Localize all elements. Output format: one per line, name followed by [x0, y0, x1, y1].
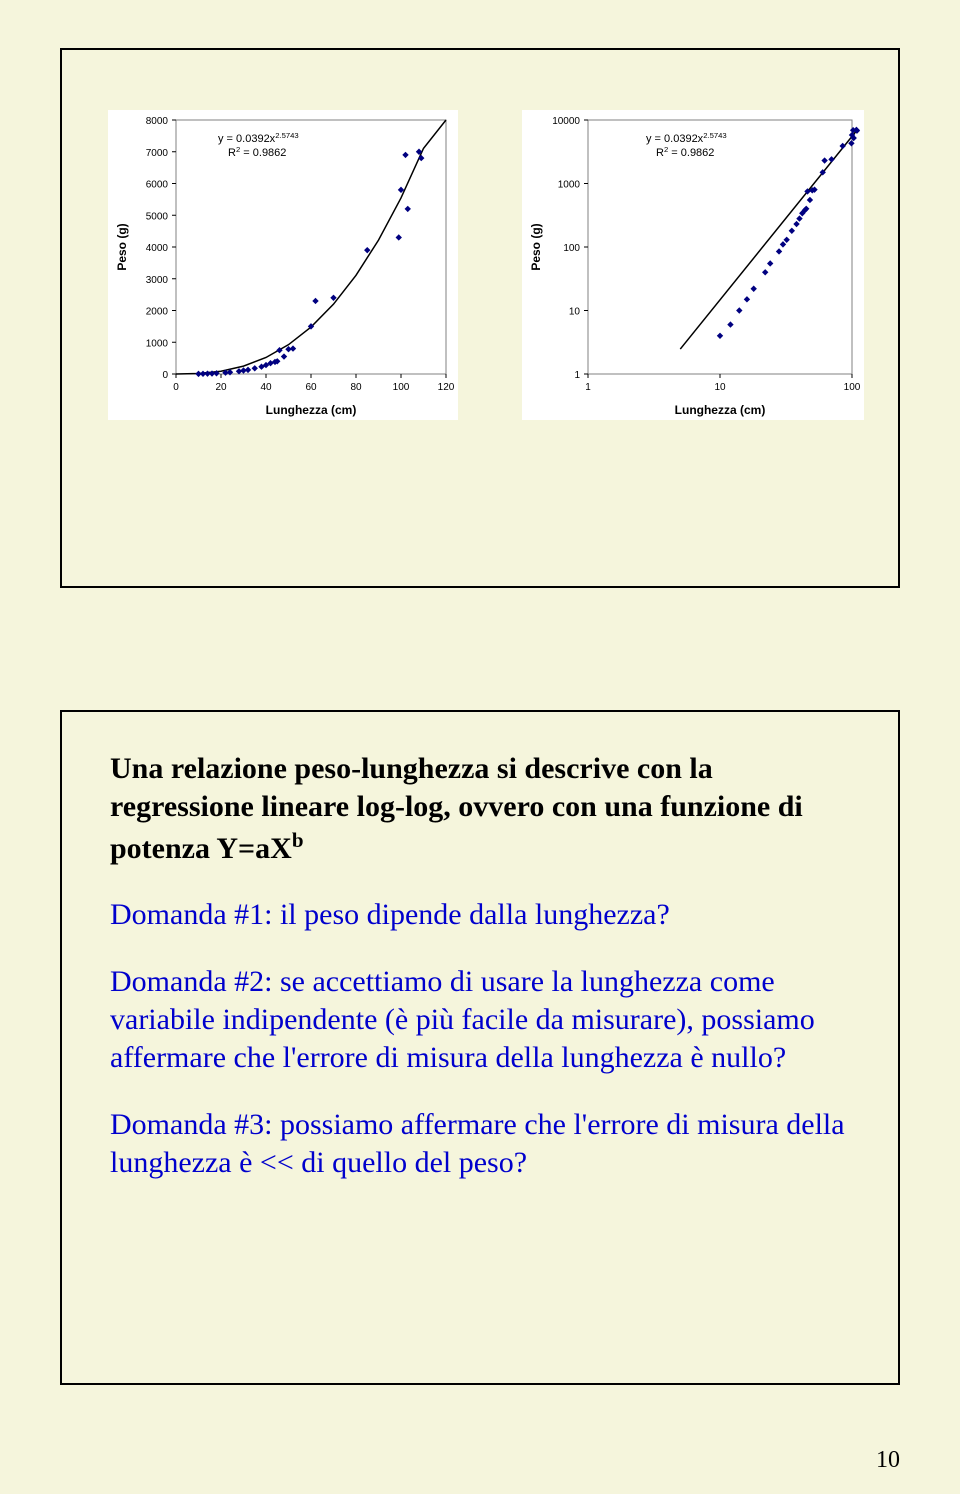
svg-text:120: 120: [438, 382, 455, 393]
svg-text:1: 1: [585, 382, 591, 393]
question-1: Domanda #1: il peso dipende dalla lunghe…: [110, 896, 850, 934]
svg-text:6000: 6000: [146, 180, 169, 191]
linear-scatter-chart: 0 1000 2000 3000 4000 5000 6000 7000 8000 0 20 40 60…: [108, 110, 458, 420]
intro-text: Una relazione peso-lunghezza si descrive…: [110, 750, 850, 868]
svg-text:Peso (g): Peso (g): [115, 223, 129, 270]
svg-text:1: 1: [574, 370, 580, 381]
svg-text:10000: 10000: [552, 116, 580, 127]
svg-text:3000: 3000: [146, 275, 169, 286]
svg-text:1000: 1000: [558, 180, 581, 191]
svg-text:R2 = 0.9862: R2 = 0.9862: [656, 145, 714, 160]
svg-text:100: 100: [563, 243, 580, 254]
svg-text:80: 80: [350, 382, 362, 393]
question-2: Domanda #2: se accettiamo di usare la lu…: [110, 963, 850, 1078]
svg-text:40: 40: [260, 382, 272, 393]
svg-text:0: 0: [173, 382, 179, 393]
svg-text:y = 0.0392x2.5743: y = 0.0392x2.5743: [218, 131, 299, 146]
svg-text:4000: 4000: [146, 243, 169, 254]
svg-text:100: 100: [393, 382, 410, 393]
svg-text:Lunghezza (cm): Lunghezza (cm): [266, 403, 357, 417]
loglog-chart-svg: 1 10 100 1000 10000 1 10 100 Lunghezza (cm) Peso …: [522, 110, 864, 420]
text-panel: Una relazione peso-lunghezza si descrive…: [60, 710, 900, 1385]
svg-text:y = 0.0392x2.5743: y = 0.0392x2.5743: [646, 131, 727, 146]
charts-panel: 0 1000 2000 3000 4000 5000 6000 7000 8000 0 20 40 60…: [60, 48, 900, 588]
question-3: Domanda #3: possiamo affermare che l'err…: [110, 1106, 850, 1183]
svg-text:2000: 2000: [146, 307, 169, 318]
svg-text:Peso (g): Peso (g): [529, 223, 543, 270]
svg-text:1000: 1000: [146, 338, 169, 349]
svg-text:10: 10: [569, 307, 581, 318]
svg-text:5000: 5000: [146, 211, 169, 222]
loglog-scatter-chart: 1 10 100 1000 10000 1 10 100 Lunghezza (cm) Peso …: [522, 110, 864, 420]
svg-text:0: 0: [162, 370, 168, 381]
svg-text:8000: 8000: [146, 116, 169, 127]
page-number: 10: [876, 1447, 900, 1474]
svg-text:10: 10: [714, 382, 726, 393]
linear-chart-svg: 0 1000 2000 3000 4000 5000 6000 7000 8000 0 20 40 60…: [108, 110, 458, 420]
svg-text:100: 100: [844, 382, 861, 393]
svg-text:7000: 7000: [146, 148, 169, 159]
svg-text:20: 20: [215, 382, 227, 393]
svg-text:R2 = 0.9862: R2 = 0.9862: [228, 145, 286, 160]
svg-text:60: 60: [305, 382, 317, 393]
svg-text:Lunghezza (cm): Lunghezza (cm): [675, 403, 766, 417]
